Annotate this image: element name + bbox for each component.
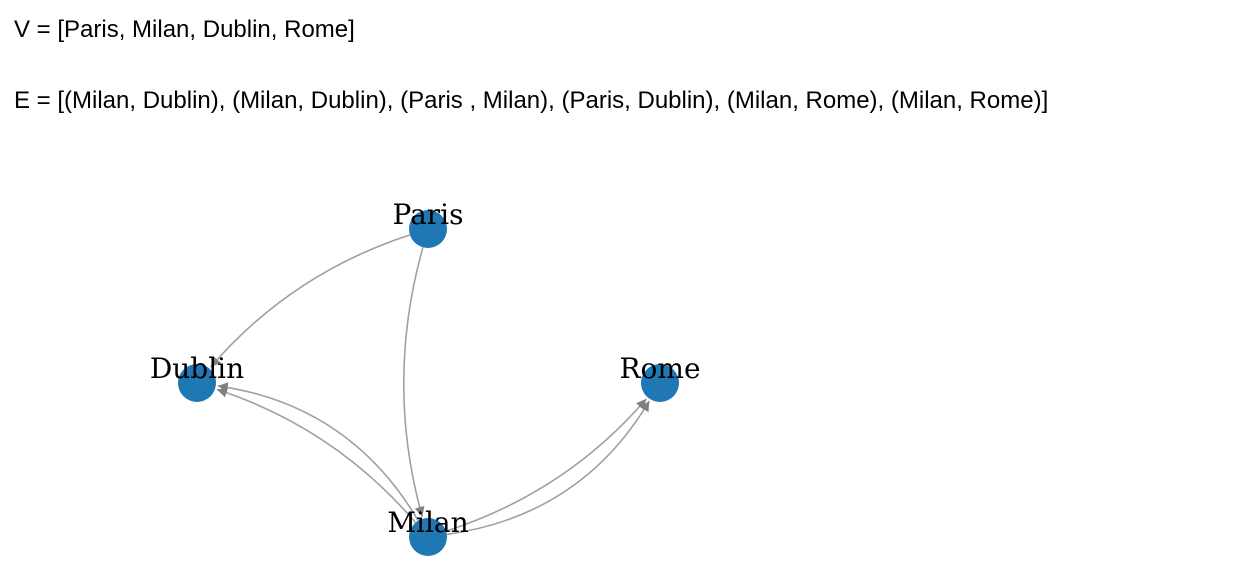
node-dublin	[178, 364, 216, 402]
node-milan	[409, 518, 447, 556]
edge-milan-to-rome	[445, 398, 647, 532]
vertex-set-text: V = [Paris, Milan, Dublin, Rome]	[14, 16, 355, 43]
node-label-rome: Rome	[619, 352, 700, 385]
node-label-milan: Milan	[387, 506, 468, 539]
edge-milan-to-dublin	[216, 387, 417, 524]
labels-group: Paris Dublin Rome Milan	[150, 198, 701, 539]
node-paris	[409, 210, 447, 248]
edge-paris-to-dublin	[210, 234, 411, 368]
edge-milan-to-dublin	[217, 382, 419, 522]
nodes-group	[178, 210, 679, 556]
edge-paris-to-milan	[402, 247, 425, 518]
edge-milan-to-rome	[446, 400, 650, 536]
node-rome	[641, 364, 679, 402]
edges-group	[210, 234, 650, 536]
node-label-dublin: Dublin	[150, 352, 244, 385]
node-label-paris: Paris	[393, 198, 464, 231]
edge-list-text: E = [(Milan, Dublin), (Milan, Dublin), (…	[14, 87, 1049, 114]
